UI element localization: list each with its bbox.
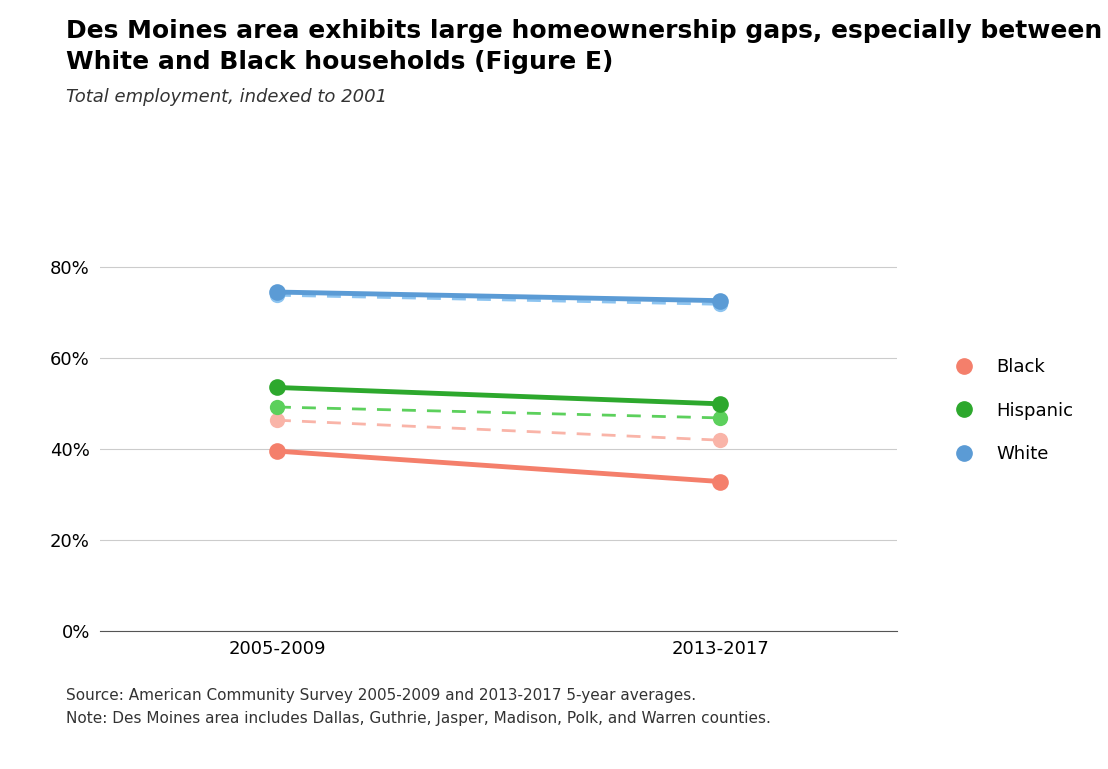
Text: White and Black households (Figure E): White and Black households (Figure E) xyxy=(66,50,614,74)
Text: Des Moines area exhibits large homeownership gaps, especially between: Des Moines area exhibits large homeowner… xyxy=(66,19,1102,43)
Legend: Black, Hispanic, White: Black, Hispanic, White xyxy=(938,351,1080,470)
Text: Source: American Community Survey 2005-2009 and 2013-2017 5-year averages.: Source: American Community Survey 2005-2… xyxy=(66,688,697,704)
Text: Note: Des Moines area includes Dallas, Guthrie, Jasper, Madison, Polk, and Warre: Note: Des Moines area includes Dallas, G… xyxy=(66,711,771,727)
Text: Total employment, indexed to 2001: Total employment, indexed to 2001 xyxy=(66,88,388,106)
